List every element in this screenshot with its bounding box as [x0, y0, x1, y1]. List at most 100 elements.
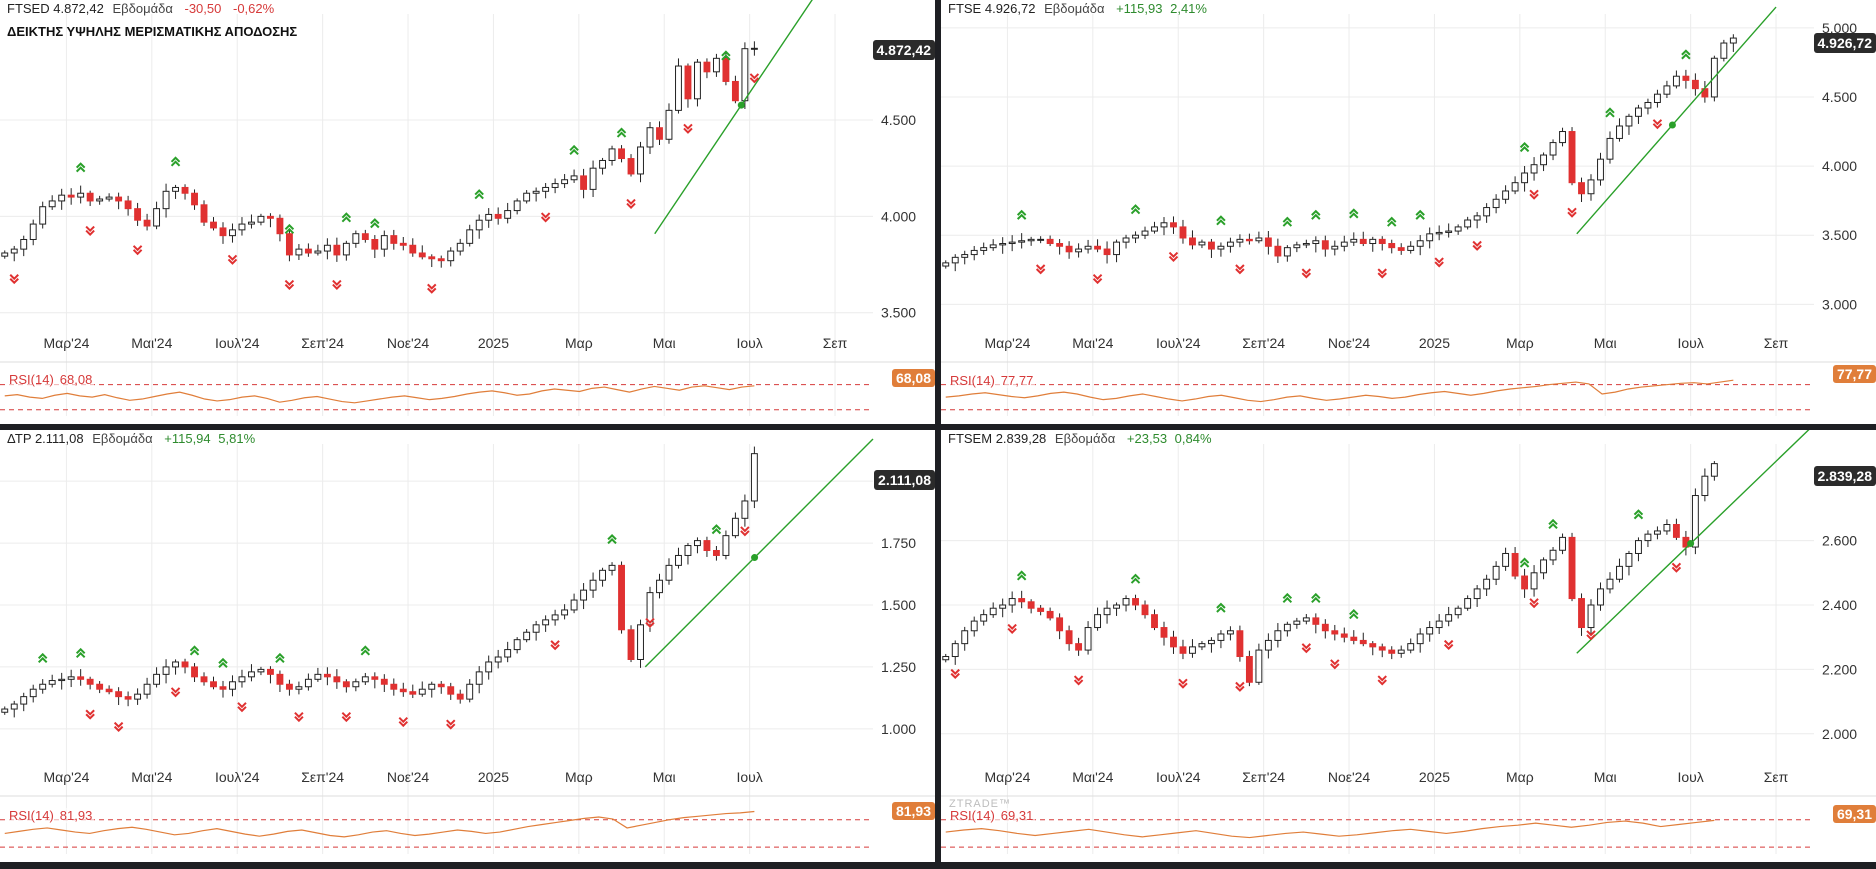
chart-panel-ftsed[interactable]: FTSED 4.872,42 Εβδομάδα -30,50 -0,62% ΔΕ… — [0, 0, 935, 424]
candle — [105, 688, 113, 693]
candle — [380, 678, 388, 685]
candle — [1217, 633, 1225, 641]
sell-signal-arrow — [626, 198, 636, 209]
sell-signal-arrow — [1073, 675, 1084, 686]
candle — [314, 250, 322, 254]
candle — [1189, 237, 1196, 246]
sell-signal-arrow — [1529, 598, 1539, 609]
candle — [1046, 610, 1054, 619]
sell-signal-arrow — [1377, 675, 1387, 686]
candle — [1293, 244, 1301, 249]
timeframe[interactable]: Εβδομάδα — [112, 1, 173, 16]
candle — [494, 656, 502, 663]
candle — [741, 500, 749, 519]
buy-signal-arrow — [1387, 216, 1397, 227]
candle — [181, 661, 189, 668]
legend: ΔΤΡ 2.111,08 Εβδομάδα +115,94 5,81% — [7, 431, 255, 446]
candlestick-chart[interactable]: 3.500 4.000 4.500 Μαρ'24 Μαι'24 Ιουλ'24 Σεπ'24… — [0, 0, 935, 424]
candle — [1160, 222, 1168, 228]
candle — [1530, 572, 1538, 590]
candle — [627, 629, 635, 660]
buy-signal-arrow — [1349, 609, 1359, 620]
candle — [1464, 598, 1472, 609]
candle — [77, 676, 85, 680]
candle — [494, 213, 502, 219]
candle — [599, 159, 607, 169]
candle — [1568, 131, 1576, 184]
buy-signal-arrow — [75, 647, 86, 659]
candle — [276, 217, 284, 235]
candle — [1416, 240, 1424, 247]
rsi-value-tag: 69,31 — [1832, 805, 1876, 823]
x-tick-label: Νοε'24 — [387, 769, 430, 785]
x-tick-label: Μαι'24 — [1072, 769, 1113, 785]
candle — [1653, 93, 1661, 103]
candle — [1483, 578, 1491, 590]
trend-touch-point — [1687, 540, 1695, 548]
candle — [1198, 643, 1206, 648]
candle — [1530, 164, 1538, 174]
trend-touch-point — [1668, 121, 1676, 129]
candle — [1587, 604, 1595, 629]
candle — [1283, 247, 1291, 257]
candle — [665, 109, 673, 140]
symbol: ΔΤΡ — [7, 431, 32, 446]
candle — [703, 61, 711, 73]
x-tick-label: Ιουλ'24 — [215, 335, 260, 351]
candle — [1492, 565, 1500, 580]
symbol: FTSE — [948, 1, 982, 16]
candle — [618, 148, 625, 160]
timeframe[interactable]: Εβδομάδα — [1044, 1, 1105, 16]
candle — [1312, 240, 1320, 245]
candle — [608, 564, 616, 571]
chart-panel-ftsem[interactable]: FTSEM 2.839,28 Εβδομάδα +23,53 0,84% ZTR… — [941, 430, 1876, 862]
candle — [1283, 623, 1291, 632]
candle — [1454, 226, 1462, 232]
candle — [1691, 79, 1699, 90]
candle — [1720, 42, 1728, 59]
change-pct: -0,62% — [232, 1, 275, 16]
rsi-label: RSI(14) 81,93 — [7, 808, 95, 823]
candle — [646, 592, 654, 626]
candle — [437, 258, 445, 262]
x-tick-label: 2025 — [1419, 769, 1450, 785]
candle — [10, 703, 18, 710]
candle — [409, 244, 417, 254]
candle — [295, 248, 303, 256]
candle — [314, 673, 322, 680]
candle — [390, 235, 398, 244]
candle — [627, 158, 635, 175]
candle — [1075, 248, 1083, 253]
sell-signal-arrow — [427, 283, 437, 294]
candle — [20, 696, 28, 705]
sell-signal-arrow — [85, 709, 95, 720]
candle — [1189, 646, 1196, 654]
candle — [390, 683, 398, 690]
buy-signal-arrow — [1282, 592, 1293, 604]
timeframe[interactable]: Εβδομάδα — [1054, 431, 1116, 446]
candle — [371, 238, 379, 250]
candle — [1616, 125, 1623, 139]
candle — [1274, 630, 1282, 641]
buy-signal-arrow — [607, 533, 617, 545]
rsi-value-tag: 77,77 — [1832, 365, 1876, 383]
candle — [561, 179, 569, 185]
sell-signal-arrow — [1652, 119, 1663, 130]
candle — [1170, 636, 1177, 648]
chart-panel-dtr[interactable]: ΔΤΡ 2.111,08 Εβδομάδα +115,94 5,81% 2.11… — [0, 430, 935, 862]
candle — [323, 244, 331, 252]
candlestick-chart[interactable]: 2.000 2.200 2.400 2.600 Μαρ'24 Μαι'24 Ιουλ'24 Σ… — [941, 430, 1876, 862]
rsi-value-tag: 81,93 — [891, 802, 935, 820]
candlestick-chart[interactable]: 1.0001.2501.5001.7502.000Μαρ'24Μαι'24Ιου… — [0, 430, 935, 862]
candle — [134, 693, 142, 700]
candle — [1502, 552, 1510, 567]
candle — [1616, 565, 1623, 580]
timeframe[interactable]: Εβδομάδα — [92, 431, 153, 446]
buy-signal-arrow — [284, 223, 295, 234]
candle — [276, 673, 284, 685]
buy-signal-arrow — [170, 156, 181, 167]
chart-panel-ftse[interactable]: FTSE 4.926,72 Εβδομάδα +115,93 2,41% 4.9… — [941, 0, 1876, 424]
candlestick-chart[interactable]: 3.000 3.500 4.000 4.500 5.000 Μαρ'24 Μαι'24 Ιου… — [941, 0, 1876, 424]
sell-signal-arrow — [645, 617, 655, 629]
candle — [675, 554, 682, 566]
